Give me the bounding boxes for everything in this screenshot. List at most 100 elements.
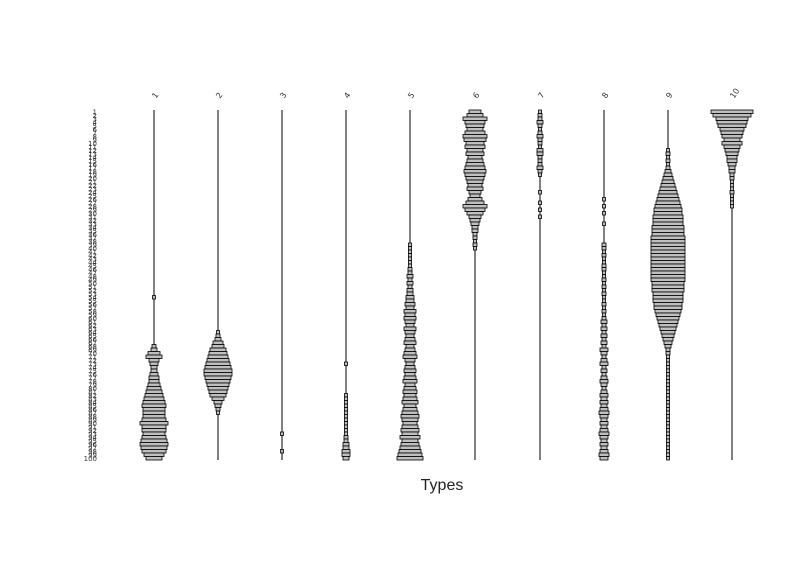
kite-bar <box>730 179 734 184</box>
kite-bar <box>472 232 478 237</box>
kite-series: 10 <box>710 87 754 460</box>
kite-bar <box>650 274 686 279</box>
kite-bar <box>464 172 486 177</box>
kite-series: 3 <box>278 91 289 460</box>
kite-bar <box>726 158 738 163</box>
kite-bar <box>465 151 485 156</box>
kite-bar <box>408 246 412 251</box>
kite-bar <box>599 407 609 412</box>
kite-bar <box>666 375 670 380</box>
kite-bar <box>730 204 734 209</box>
kite-bar <box>652 298 684 303</box>
kite-bar <box>203 368 233 373</box>
kite-bar <box>536 120 544 125</box>
kite-bar <box>464 207 486 212</box>
row-tick-label: 30 <box>88 210 97 218</box>
x-axis-label: Types <box>421 477 464 494</box>
row-tick-label: 65 <box>88 332 97 340</box>
row-tick-label: 94 <box>88 434 97 442</box>
kite-bar <box>466 148 484 153</box>
kite-bar <box>405 305 415 310</box>
kite-bar <box>650 260 686 265</box>
kite-bar <box>602 197 606 202</box>
row-tick-label: 22 <box>88 182 97 190</box>
kite-bar <box>666 155 670 160</box>
kite-bar <box>652 295 684 300</box>
row-tick-label: 96 <box>88 441 97 449</box>
kite-bar <box>537 141 543 146</box>
kite-bar <box>344 431 348 436</box>
row-tick-label: 9 <box>93 136 97 144</box>
kite-bar <box>406 291 414 296</box>
kite-bar <box>726 155 738 160</box>
kite-bar <box>209 347 227 352</box>
kite-bar <box>599 393 609 398</box>
kite-bar <box>662 176 674 181</box>
kite-bar <box>401 417 419 422</box>
kite-bar <box>653 305 683 310</box>
kite-bar <box>601 263 607 268</box>
kite-bar <box>600 389 608 394</box>
kite-bar <box>598 452 610 457</box>
kite-bar <box>344 403 348 408</box>
kite-bar <box>600 351 608 356</box>
kite-bar <box>344 414 348 419</box>
kite-bar <box>280 449 284 454</box>
kite-bar <box>468 190 482 195</box>
kite-bar <box>344 424 348 429</box>
kite-bar <box>150 365 158 370</box>
kite-bar <box>538 144 542 149</box>
kite-bar <box>657 319 679 324</box>
kite-bar <box>650 246 686 251</box>
kite-bar <box>342 456 350 461</box>
kite-bar <box>405 333 415 338</box>
row-tick-label: 100 <box>84 455 97 463</box>
kite-bar <box>405 344 415 349</box>
series-label: 6 <box>471 91 481 100</box>
kite-bar <box>721 141 743 146</box>
row-tick-label: 93 <box>88 430 97 438</box>
kite-bar <box>658 190 678 195</box>
kite-bar <box>404 372 416 377</box>
row-tick-label: 24 <box>88 189 97 197</box>
row-tick-label: 60 <box>88 315 97 323</box>
kite-bar <box>465 123 485 128</box>
kite-bar <box>666 365 670 370</box>
kite-bar <box>715 116 749 121</box>
kite-bar <box>666 442 670 447</box>
kite-bar <box>601 365 607 370</box>
row-tick-label: 10 <box>88 140 97 148</box>
row-tick-label: 73 <box>88 360 97 368</box>
row-tick-label: 29 <box>88 206 97 214</box>
kite-bar <box>666 435 670 440</box>
kite-bar <box>465 200 485 205</box>
kite-bar <box>150 347 158 352</box>
kite-bar <box>600 340 608 345</box>
row-tick-label: 45 <box>88 262 97 270</box>
row-tick-label: 23 <box>88 185 97 193</box>
kite-bar <box>666 452 670 457</box>
kite-bar <box>403 386 417 391</box>
kite-bar <box>658 323 678 328</box>
row-tick-label: 91 <box>88 423 97 431</box>
kite-bar <box>666 438 670 443</box>
series-label: 3 <box>278 91 288 100</box>
kite-bar <box>599 435 609 440</box>
kite-bar <box>408 253 412 258</box>
row-tick-label: 57 <box>88 304 97 312</box>
row-tick-label: 11 <box>88 143 97 151</box>
row-tick-label: 8 <box>93 133 97 141</box>
kite-bar <box>397 452 423 457</box>
kite-bar <box>208 351 228 356</box>
kite-bar <box>601 246 607 251</box>
kite-bar <box>666 354 670 359</box>
kite-bar <box>404 347 416 352</box>
kite-bar <box>141 403 167 408</box>
kite-series: 7 <box>536 91 547 460</box>
kite-bar <box>211 344 225 349</box>
row-tick-label: 70 <box>88 350 97 358</box>
kite-bar <box>650 242 686 247</box>
row-tick-label: 40 <box>88 245 97 253</box>
kite-bar <box>404 302 416 307</box>
kite-bar <box>399 435 421 440</box>
